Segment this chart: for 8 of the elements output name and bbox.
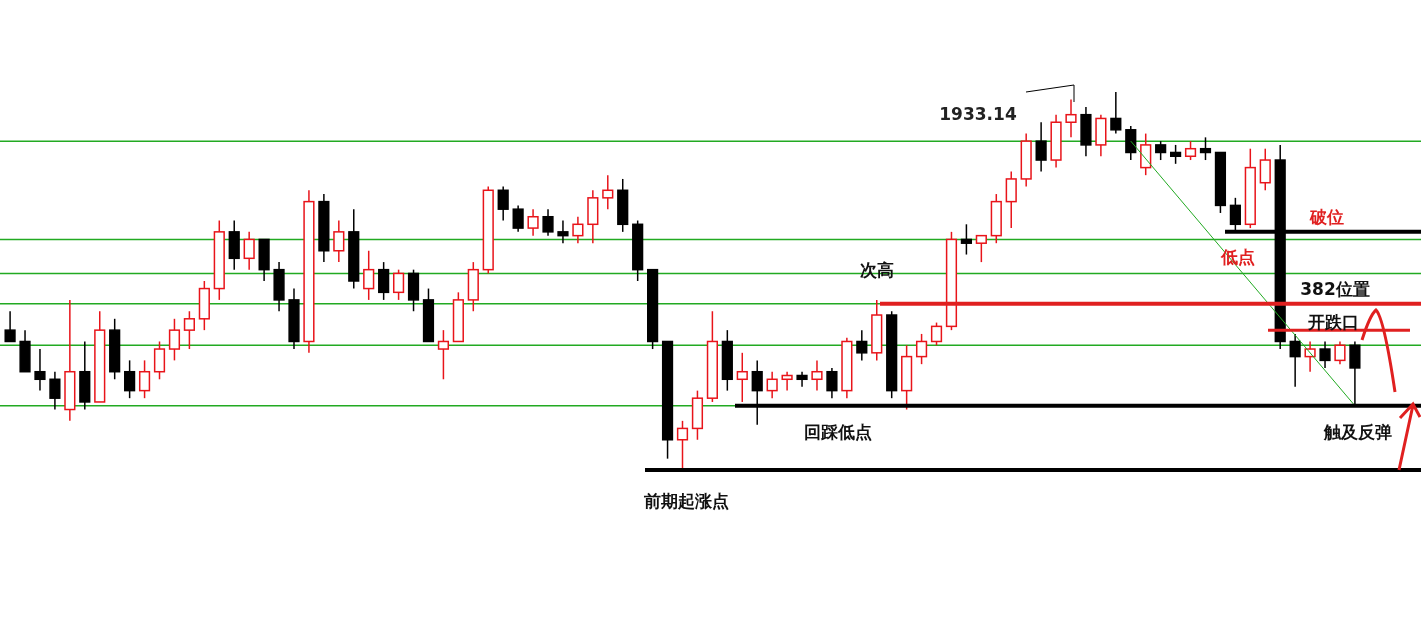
ref-line-label: 开跌口 bbox=[1306, 312, 1359, 332]
ref-line-label: 前期起涨点 bbox=[642, 491, 729, 511]
ref-line-label: 回踩低点 bbox=[804, 422, 872, 442]
annotation: 1933.14 bbox=[939, 104, 1017, 124]
annotation: 低点 bbox=[1220, 247, 1255, 267]
ref-line-label: 破位 bbox=[1309, 207, 1344, 227]
ref-line-label: 382位置 bbox=[1300, 279, 1370, 299]
annotation: 触及反弹 bbox=[1323, 421, 1392, 442]
